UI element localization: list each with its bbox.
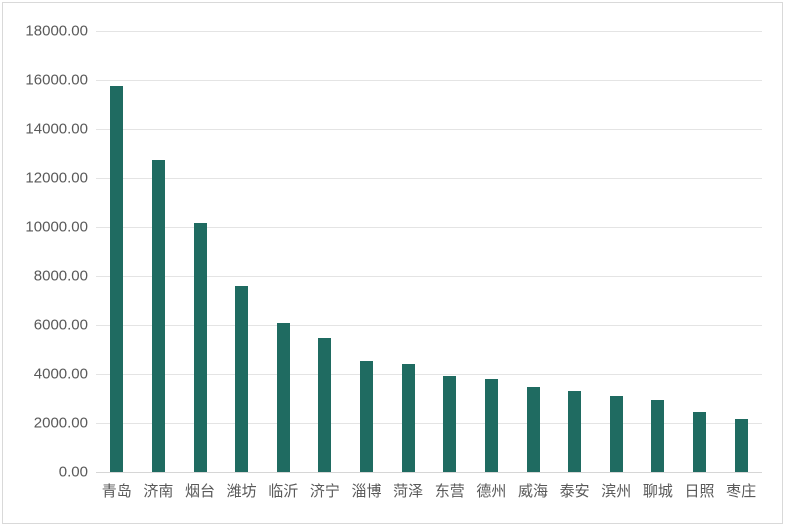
bar-slot xyxy=(96,31,138,472)
x-axis-category-label: 威海 xyxy=(518,483,549,500)
x-axis-category-label: 烟台 xyxy=(185,483,216,500)
x-axis-category-label: 枣庄 xyxy=(726,483,757,500)
gridline xyxy=(96,129,762,130)
x-axis-category-label: 淄博 xyxy=(351,483,382,500)
bar xyxy=(484,379,498,472)
y-axis-tick-label: 14000.00 xyxy=(25,120,88,138)
gridline xyxy=(96,374,762,375)
bar-slot xyxy=(304,31,346,472)
bar-slot xyxy=(512,31,554,472)
y-axis: 0.00 2000.00 4000.00 6000.00 8000.00 10000.00… xyxy=(3,23,88,481)
y-axis-tick-label: 18000.00 xyxy=(25,22,88,40)
bar xyxy=(693,412,707,472)
x-axis-category-label: 日照 xyxy=(684,483,715,500)
y-axis-tick-label: 6000.00 xyxy=(33,316,88,334)
bar-slot xyxy=(429,31,471,472)
bar-slot xyxy=(346,31,388,472)
x-axis-category-label: 聊城 xyxy=(642,483,673,500)
bar-slot xyxy=(679,31,721,472)
bar-slot xyxy=(596,31,638,472)
bar xyxy=(110,86,124,472)
bar-slot xyxy=(221,31,263,472)
x-axis-line xyxy=(96,472,762,473)
gridline xyxy=(96,31,762,32)
y-axis-tick-label: 12000.00 xyxy=(25,169,88,187)
bar xyxy=(235,285,249,472)
bar xyxy=(734,418,748,472)
bar xyxy=(151,159,165,472)
y-axis-tick-label: 8000.00 xyxy=(33,267,88,285)
bar-slot xyxy=(637,31,679,472)
y-axis-tick-label: 2000.00 xyxy=(33,414,88,432)
bar-slot xyxy=(138,31,180,472)
x-axis-category-label: 临沂 xyxy=(268,483,299,500)
bar xyxy=(401,364,415,472)
bar xyxy=(193,223,207,472)
bar xyxy=(443,376,457,472)
x-axis-category-label: 潍坊 xyxy=(226,483,257,500)
x-axis-category-label: 滨州 xyxy=(601,483,632,500)
gridline xyxy=(96,80,762,81)
gridline xyxy=(96,276,762,277)
gridline xyxy=(96,177,762,179)
gridline xyxy=(96,423,762,424)
bar-slot xyxy=(720,31,762,472)
bar-slot xyxy=(554,31,596,472)
plot-area xyxy=(96,31,762,472)
bar xyxy=(318,338,332,472)
bar-slot xyxy=(263,31,305,472)
bar xyxy=(276,322,290,472)
bars xyxy=(96,31,762,472)
x-axis-category-label: 济宁 xyxy=(309,483,340,500)
x-axis-category-label: 东营 xyxy=(434,483,465,500)
x-axis-category-label: 泰安 xyxy=(559,483,590,500)
bar xyxy=(526,386,540,472)
x-axis: 青岛 济南 烟台 潍坊 临沂 济宁 淄博 菏泽 东营 德州 威海 泰安 滨州 聊城 日照 枣庄 xyxy=(96,480,762,501)
x-axis-category-label: 菏泽 xyxy=(393,483,424,500)
x-axis-category-label: 青岛 xyxy=(101,483,132,500)
y-axis-tick-label: 4000.00 xyxy=(33,365,88,383)
bar-slot xyxy=(179,31,221,472)
chart-frame: 0.00 2000.00 4000.00 6000.00 8000.00 10000.00… xyxy=(2,2,783,524)
y-axis-tick-label: 10000.00 xyxy=(25,218,88,236)
bar xyxy=(568,391,582,472)
x-axis-category-label: 济南 xyxy=(143,483,174,500)
bar xyxy=(360,361,374,472)
bar xyxy=(609,395,623,472)
bar-slot xyxy=(387,31,429,472)
gridline xyxy=(96,324,762,326)
bar-slot xyxy=(471,31,513,472)
y-axis-tick-label: 0.00 xyxy=(58,463,88,481)
y-axis-tick-label: 16000.00 xyxy=(25,71,88,89)
gridline xyxy=(96,227,762,228)
x-axis-category-label: 德州 xyxy=(476,483,507,500)
bar xyxy=(651,400,665,472)
